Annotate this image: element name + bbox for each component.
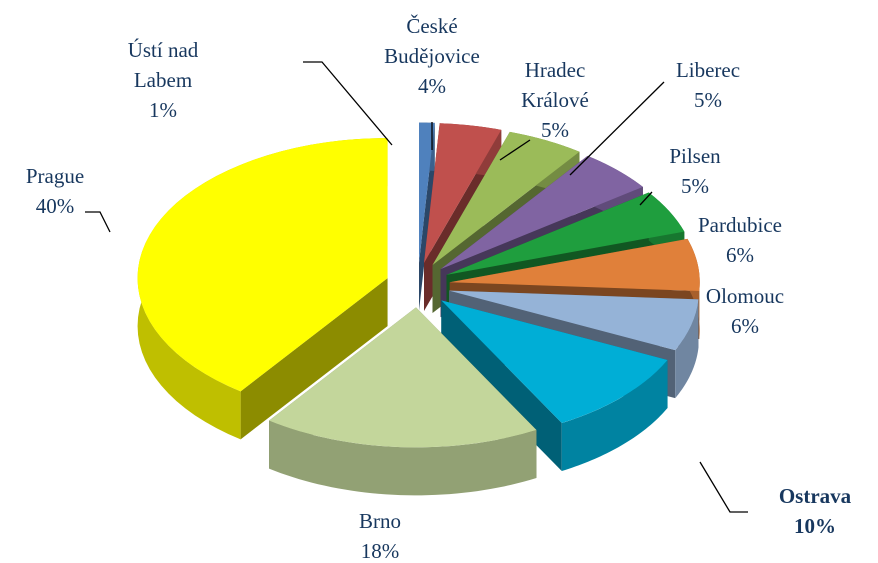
- slice: [269, 307, 537, 496]
- slice: [441, 300, 668, 472]
- value-label: 5%: [541, 118, 569, 142]
- leader-line: [639, 191, 653, 206]
- slice-label: Pilsen: [669, 144, 721, 168]
- slice-side: [240, 278, 388, 440]
- value-label: 40%: [36, 194, 75, 218]
- slice: [449, 238, 700, 291]
- value-label: 1%: [149, 98, 177, 122]
- value-label: 5%: [681, 174, 709, 198]
- slice-wall: [675, 299, 699, 399]
- slice: [419, 122, 435, 263]
- leader-line: [85, 211, 111, 233]
- value-label: 10%: [794, 514, 836, 538]
- value-label: 4%: [418, 74, 446, 98]
- slice-label-line: Olomouc: [706, 284, 784, 308]
- leader-line: [303, 61, 393, 146]
- slice-label-line: Hradec: [525, 58, 586, 82]
- slice-label: Ostrava: [779, 484, 852, 508]
- slice: [419, 122, 435, 311]
- slice-label-line: Budějovice: [384, 44, 480, 68]
- slice-label-line: České: [406, 14, 457, 38]
- value-label: 18%: [361, 539, 400, 563]
- slice-label: České Budějovice: [384, 14, 480, 68]
- slice-label-line: Prague: [26, 164, 84, 188]
- slice-label: Ústí nad Labem: [128, 38, 199, 92]
- slice: [423, 123, 502, 263]
- value-label: 5%: [694, 88, 722, 112]
- slice-label: Brno: [359, 509, 401, 533]
- slice-label-line: Ostrava: [779, 484, 852, 508]
- slice: [432, 131, 580, 266]
- slice-label: Olomouc: [706, 284, 784, 308]
- slice-label-line: Králové: [521, 88, 589, 112]
- slice: [446, 192, 685, 275]
- leader-line: [569, 81, 665, 176]
- slice: [448, 290, 699, 351]
- slice-wall: [269, 420, 537, 496]
- leader-line: [499, 139, 531, 161]
- slice-label-line: Brno: [359, 509, 401, 533]
- slice: [440, 155, 643, 270]
- slice-label: Prague: [26, 164, 84, 188]
- slice: [441, 300, 668, 424]
- slice-wall: [561, 359, 668, 472]
- slice-label-line: Liberec: [676, 58, 740, 82]
- slice: [137, 138, 388, 392]
- leader-line: [699, 461, 748, 513]
- slice: [137, 138, 388, 440]
- slice: [269, 307, 537, 448]
- slice-label-line: Pardubice: [698, 213, 782, 237]
- slice-label: Pardubice: [698, 213, 782, 237]
- slice-label: Liberec: [676, 58, 740, 82]
- slice-label-line: Labem: [134, 68, 192, 92]
- slice-label-line: Pilsen: [669, 144, 721, 168]
- value-label: 6%: [726, 243, 754, 267]
- value-label: 6%: [731, 314, 759, 338]
- slice-label-line: Ústí nad: [128, 38, 199, 62]
- slice-label: Hradec Králové: [521, 58, 589, 112]
